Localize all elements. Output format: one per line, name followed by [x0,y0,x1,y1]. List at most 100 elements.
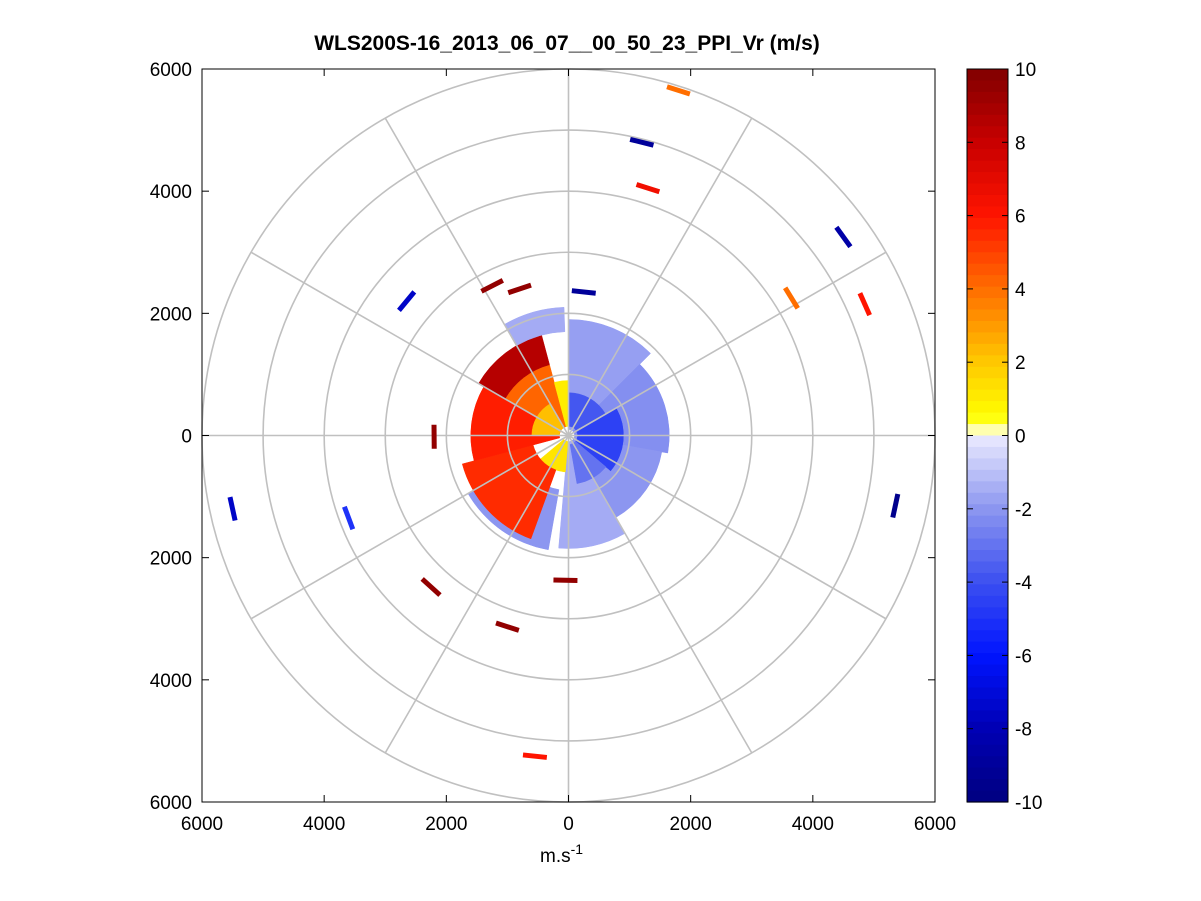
velocity-sector-14 [478,334,550,400]
colorbar-tick-label-1: 8 [1015,133,1026,154]
colorbar-band-58 [967,733,1008,746]
colorbar-band-59 [967,744,1008,757]
isolated-return-8 [480,278,504,294]
colorbar-band-50 [967,641,1008,654]
grid-ring-3000 [384,251,753,620]
colorbar-band-47 [967,607,1008,620]
colorbar-band-32 [967,435,1008,448]
colorbar-band-45 [967,584,1008,597]
colorbar-band-29 [967,401,1008,414]
isolated-return-4 [857,292,872,317]
x-tick-label-0: 6000 [181,814,223,835]
x-tick-label-3: 0 [563,814,574,835]
x-axis: 6000 4000 2000 0 2000 4000 6000 [181,69,956,835]
colorbar-band-6 [967,137,1008,150]
colorbar-band-13 [967,217,1008,230]
x-axis-label-superscript: -1 [571,841,584,857]
colorbar-band-38 [967,504,1008,517]
isolated-return-16 [890,493,901,519]
colorbar-band-33 [967,446,1008,460]
colorbar-tick-label-10: -10 [1015,793,1042,814]
colorbar-band-12 [967,206,1008,219]
colorbar-band-14 [967,229,1008,242]
y-axis: 6000 4000 2000 0 2000 4000 6000 [150,60,935,814]
colorbar-band-30 [967,412,1008,425]
colorbar-band-37 [967,492,1008,505]
colorbar-band-55 [967,698,1008,711]
colorbar-tick-label-5: 0 [1015,427,1026,448]
x-tick-label-2: 2000 [425,814,467,835]
colorbar-band-26 [967,366,1008,379]
velocity-sector-15 [504,307,566,346]
colorbar-tick-label-7: -4 [1015,573,1032,594]
colorbar-band-35 [967,469,1008,482]
colorbar-band-4 [967,114,1008,127]
isolated-return-17 [522,752,548,760]
isolated-return-12 [342,505,356,531]
y-tick-label-3: 0 [181,427,192,448]
colorbar-band-24 [967,343,1008,356]
x-axis-label-main: m.s [540,846,571,867]
colorbar-band-25 [967,355,1008,368]
x-tick-label-6: 6000 [914,814,956,835]
isolated-return-6 [571,288,596,296]
x-tick-label-5: 4000 [792,814,834,835]
grid-ring-4000 [323,190,814,681]
colorbar-band-11 [967,194,1008,208]
y-tick-label-5: 4000 [150,671,192,692]
colorbar-band-19 [967,286,1008,299]
colorbar-band-17 [967,263,1008,276]
isolated-return-3 [834,225,853,249]
x-tick-label-1: 4000 [303,814,345,835]
y-tick-label-2: 2000 [150,304,192,325]
colorbar-tick-label-4: 2 [1015,353,1026,374]
colorbar-band-20 [967,298,1008,311]
colorbar-band-7 [967,149,1008,162]
isolated-return-15 [553,577,578,584]
isolated-return-5 [783,286,800,310]
colorbar-tick-label-9: -8 [1015,720,1032,741]
isolated-returns [227,84,901,760]
colorbar-band-23 [967,332,1008,345]
isolated-return-13 [420,577,442,597]
colorbar-band-46 [967,595,1008,608]
velocity-sector-4 [575,407,624,472]
colorbar-band-1 [967,80,1008,93]
colorbar-band-53 [967,676,1008,689]
colorbar-tick-label-3: 4 [1015,280,1026,301]
colorbar: 10 8 6 4 2 0 -2 -4 -6 -8 -10 [966,60,1042,814]
x-tick-label-4: 2000 [670,814,712,835]
colorbar-band-40 [967,527,1008,540]
colorbar-band-41 [967,538,1008,551]
colorbar-band-16 [967,252,1008,265]
colorbar-band-10 [967,183,1008,196]
colorbar-band-0 [967,69,1008,82]
grid-ring-5000 [262,129,875,742]
colorbar-band-21 [967,309,1008,322]
colorbar-band-28 [967,389,1008,402]
colorbar-band-31 [967,424,1008,437]
colorbar-band-9 [967,172,1008,185]
colorbar-band-43 [967,561,1008,574]
isolated-return-0 [666,84,691,97]
colorbar-band-51 [967,653,1008,666]
colorbar-band-15 [967,240,1008,253]
colorbar-tick-label-2: 6 [1015,207,1026,228]
y-tick-label-1: 4000 [150,182,192,203]
velocity-sector-6 [569,441,607,484]
colorbar-band-56 [967,710,1008,723]
colorbar-tick-label-8: -6 [1015,646,1032,667]
y-tick-label-4: 2000 [150,549,192,570]
colorbar-band-61 [967,767,1008,780]
colorbar-band-49 [967,630,1008,643]
colorbar-tick-label-6: -2 [1015,500,1032,521]
x-axis-label: m.s-1 [540,841,583,867]
isolated-return-11 [227,496,238,522]
isolated-return-2 [635,182,661,195]
colorbar-band-22 [967,320,1008,334]
isolated-return-14 [495,620,520,633]
colorbar-band-39 [967,515,1008,528]
colorbar-band-44 [967,572,1008,585]
colorbar-band-36 [967,481,1008,494]
